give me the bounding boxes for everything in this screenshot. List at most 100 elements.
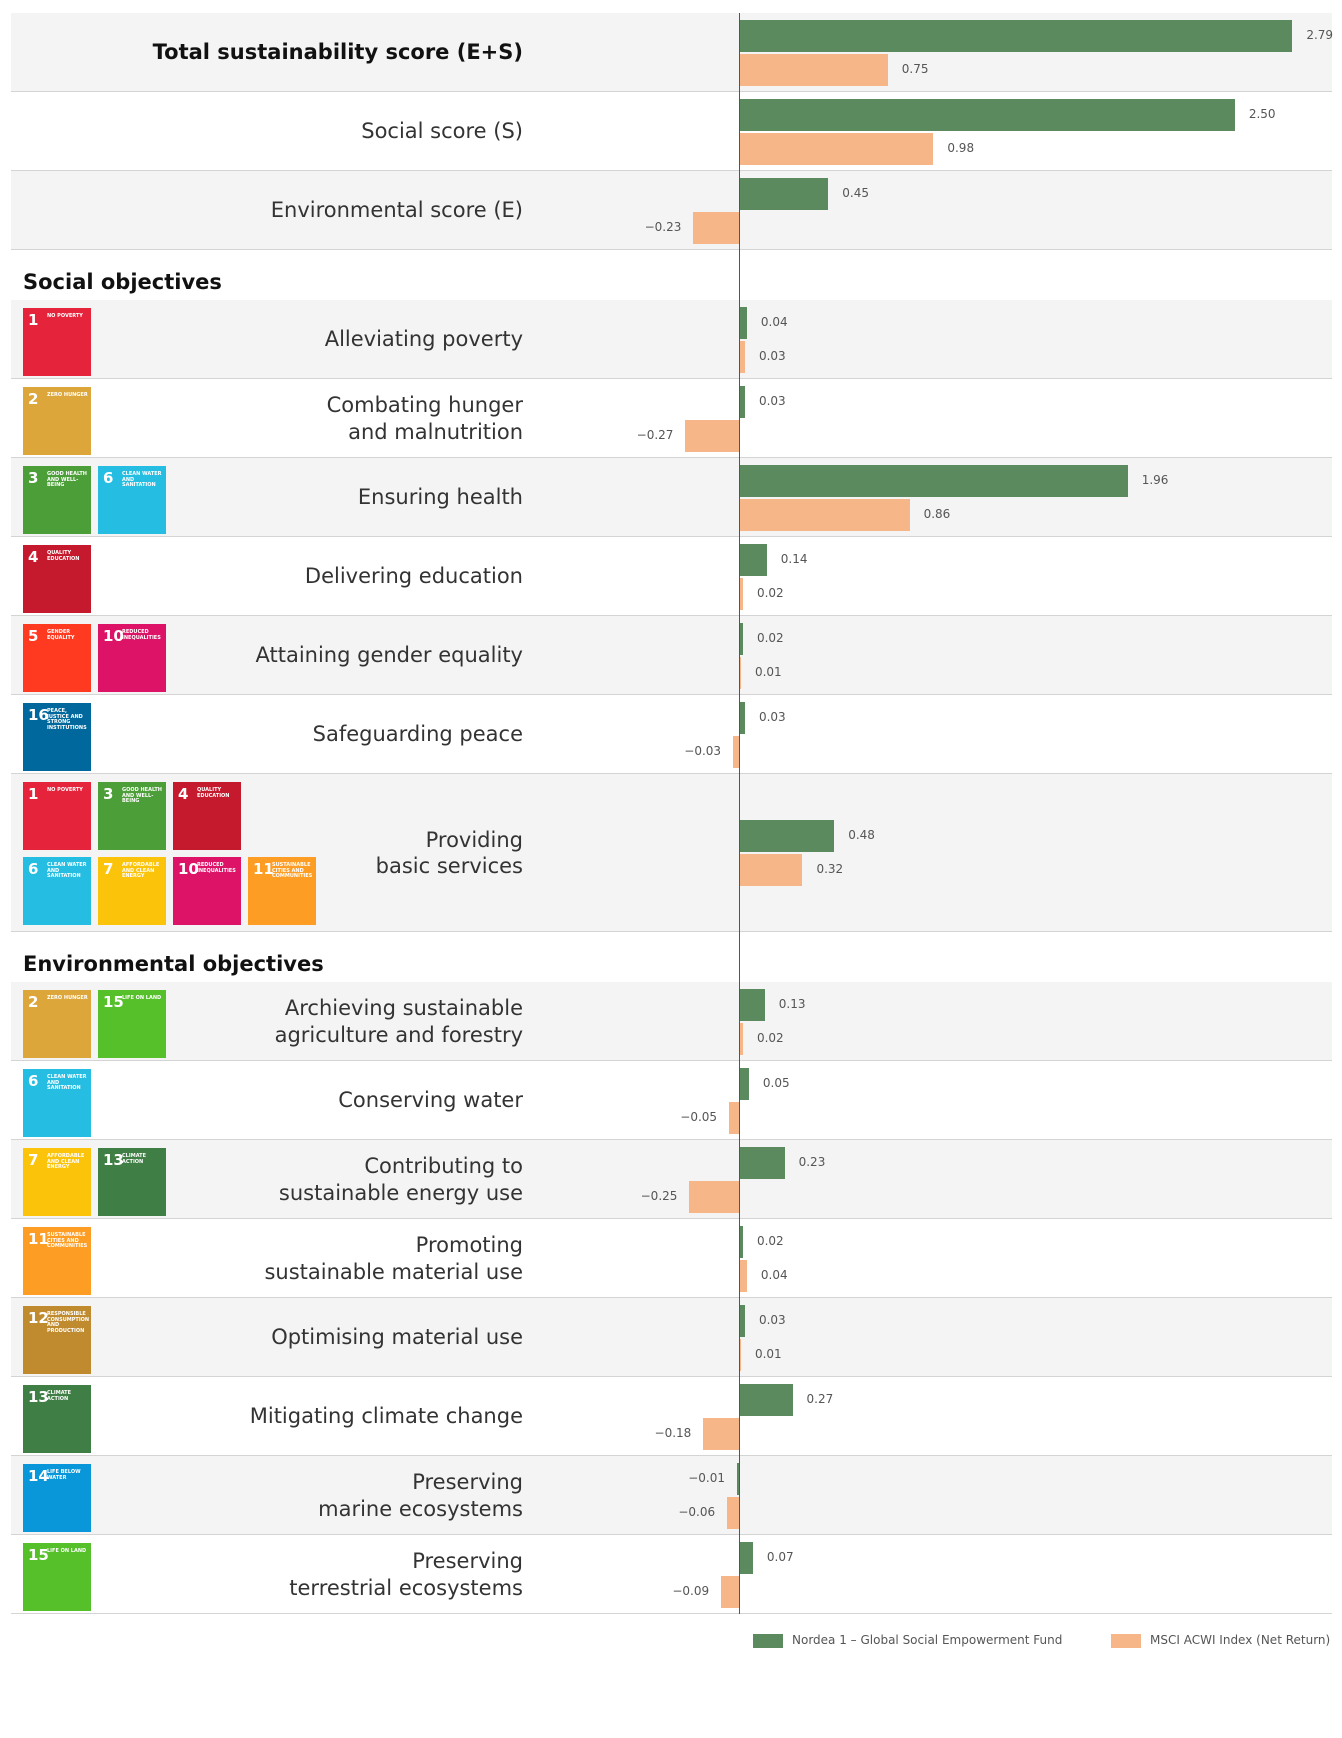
row <box>11 1061 1332 1140</box>
bar <box>739 577 743 610</box>
sdg-name: CLEAN WATER AND SANITATION <box>122 471 162 488</box>
sdg-name: AFFORDABLE AND CLEAN ENERGY <box>47 1153 85 1170</box>
row <box>11 300 1332 379</box>
bar <box>739 306 747 339</box>
value-label: 0.23 <box>798 1154 826 1169</box>
value-label: 1.96 <box>1141 472 1169 487</box>
sdg-number: 15 <box>28 1546 49 1564</box>
category-label: Combating hunger and malnutrition <box>326 393 523 444</box>
value-label: 0.05 <box>762 1075 790 1090</box>
value-label: 0.86 <box>923 506 951 521</box>
sdg-number: 10 <box>178 860 199 878</box>
value-label: −0.27 <box>636 427 674 442</box>
sdg-icon: 15 LIFE ON LAND <box>98 990 166 1058</box>
category-label: Conserving water <box>338 1088 523 1113</box>
value-label: 0.27 <box>806 1391 834 1406</box>
sdg-number: 7 <box>28 1151 39 1169</box>
category-label: Preserving terrestrial ecosystems <box>289 1549 523 1600</box>
bar <box>739 19 1293 52</box>
row <box>11 1140 1332 1219</box>
sdg-icon: 4 QUALITY EDUCATION <box>23 545 91 613</box>
bar <box>739 1067 749 1100</box>
sdg-number: 6 <box>28 1072 39 1090</box>
sdg-number: 11 <box>253 860 274 878</box>
sdg-icon: 11 SUSTAINABLE CITIES AND COMMUNITIES <box>248 857 316 925</box>
category-label: Attaining gender equality <box>255 643 523 668</box>
sdg-icon: 10 REDUCED INEQUALITIES <box>98 624 166 692</box>
sdg-number: 6 <box>28 860 39 878</box>
row <box>11 982 1332 1061</box>
section-title: Social objectives <box>23 270 222 294</box>
category-label: Archieving sustainable agriculture and f… <box>274 996 523 1047</box>
bar <box>739 543 767 576</box>
value-label: −0.01 <box>688 1470 726 1485</box>
sdg-icon: 7 AFFORDABLE AND CLEAN ENERGY <box>98 857 166 925</box>
sdg-name: SUSTAINABLE CITIES AND COMMUNITIES <box>47 1232 88 1249</box>
sdg-icon: 2 ZERO HUNGER <box>23 387 91 455</box>
value-label: −0.18 <box>654 1425 692 1440</box>
bar <box>739 1225 743 1258</box>
value-label: 0.04 <box>760 1267 788 1282</box>
sdg-name: SUSTAINABLE CITIES AND COMMUNITIES <box>272 862 313 879</box>
bar <box>739 1383 793 1416</box>
category-label: Contributing to sustainable energy use <box>278 1154 523 1205</box>
bar <box>739 622 743 655</box>
row <box>11 1219 1332 1298</box>
value-label: −0.05 <box>680 1109 718 1124</box>
sdg-icon: 11 SUSTAINABLE CITIES AND COMMUNITIES <box>23 1227 91 1295</box>
value-label: 0.03 <box>758 348 786 363</box>
sdg-number: 13 <box>28 1388 49 1406</box>
value-label: 0.03 <box>758 709 786 724</box>
value-label: 0.13 <box>778 996 806 1011</box>
sdg-number: 4 <box>28 548 39 566</box>
sdg-number: 14 <box>28 1467 49 1485</box>
sdg-icon: 16 PEACE, JUSTICE AND STRONG INSTITUTIONS <box>23 703 91 771</box>
value-label: 0.07 <box>766 1549 794 1564</box>
sdg-number: 3 <box>28 469 39 487</box>
bar <box>733 735 739 768</box>
sdg-name: CLIMATE ACTION <box>47 1390 71 1402</box>
value-label: 0.04 <box>760 314 788 329</box>
sdg-name: AFFORDABLE AND CLEAN ENERGY <box>122 862 160 879</box>
sdg-icon: 14 LIFE BELOW WATER <box>23 1464 91 1532</box>
legend-label: Nordea 1 – Global Social Empowerment Fun… <box>792 1633 1063 1647</box>
row <box>11 171 1332 250</box>
row <box>11 616 1332 695</box>
sdg-icon: 6 CLEAN WATER AND SANITATION <box>23 1069 91 1137</box>
sdg-name: GOOD HEALTH AND WELL-BEING <box>47 471 87 488</box>
section-title: Environmental objectives <box>23 952 324 976</box>
sdg-name: RESPONSIBLE CONSUMPTION AND PRODUCTION <box>47 1311 90 1334</box>
bar <box>739 385 745 418</box>
bar <box>739 820 835 852</box>
bar <box>721 1575 739 1608</box>
sdg-name: NO POVERTY <box>47 313 83 319</box>
category-label: Optimising material use <box>271 1325 523 1350</box>
sdg-icon: 3 GOOD HEALTH AND WELL-BEING <box>98 782 166 850</box>
row <box>11 1298 1332 1377</box>
sdg-name: LIFE ON LAND <box>47 1548 87 1554</box>
value-label: 0.02 <box>756 585 784 600</box>
sdg-name: PEACE, JUSTICE AND STRONG INSTITUTIONS <box>47 708 87 731</box>
value-label: 0.03 <box>758 1312 786 1327</box>
category-label: Promoting sustainable material use <box>264 1233 523 1284</box>
sdg-number: 2 <box>28 993 39 1011</box>
legend-swatch <box>753 1634 783 1648</box>
sdg-icon: 6 CLEAN WATER AND SANITATION <box>23 857 91 925</box>
value-label: 0.01 <box>754 664 782 679</box>
sdg-number: 10 <box>103 627 124 645</box>
row <box>11 537 1332 616</box>
value-label: 0.32 <box>816 862 844 876</box>
sdg-name: LIFE BELOW WATER <box>47 1469 81 1481</box>
sdg-icon: 7 AFFORDABLE AND CLEAN ENERGY <box>23 1148 91 1216</box>
legend-label: MSCI ACWI Index (Net Return) <box>1150 1633 1331 1647</box>
value-label: −0.06 <box>678 1504 716 1519</box>
bar <box>739 498 910 531</box>
category-label: Mitigating climate change <box>249 1404 523 1429</box>
sdg-icon: 1 NO POVERTY <box>23 308 91 376</box>
sdg-name: GENDER EQUALITY <box>47 629 75 641</box>
category-label: Delivering education <box>304 564 523 589</box>
sdg-icon: 5 GENDER EQUALITY <box>23 624 91 692</box>
value-label: 0.01 <box>754 1346 782 1361</box>
bar <box>739 1259 747 1292</box>
